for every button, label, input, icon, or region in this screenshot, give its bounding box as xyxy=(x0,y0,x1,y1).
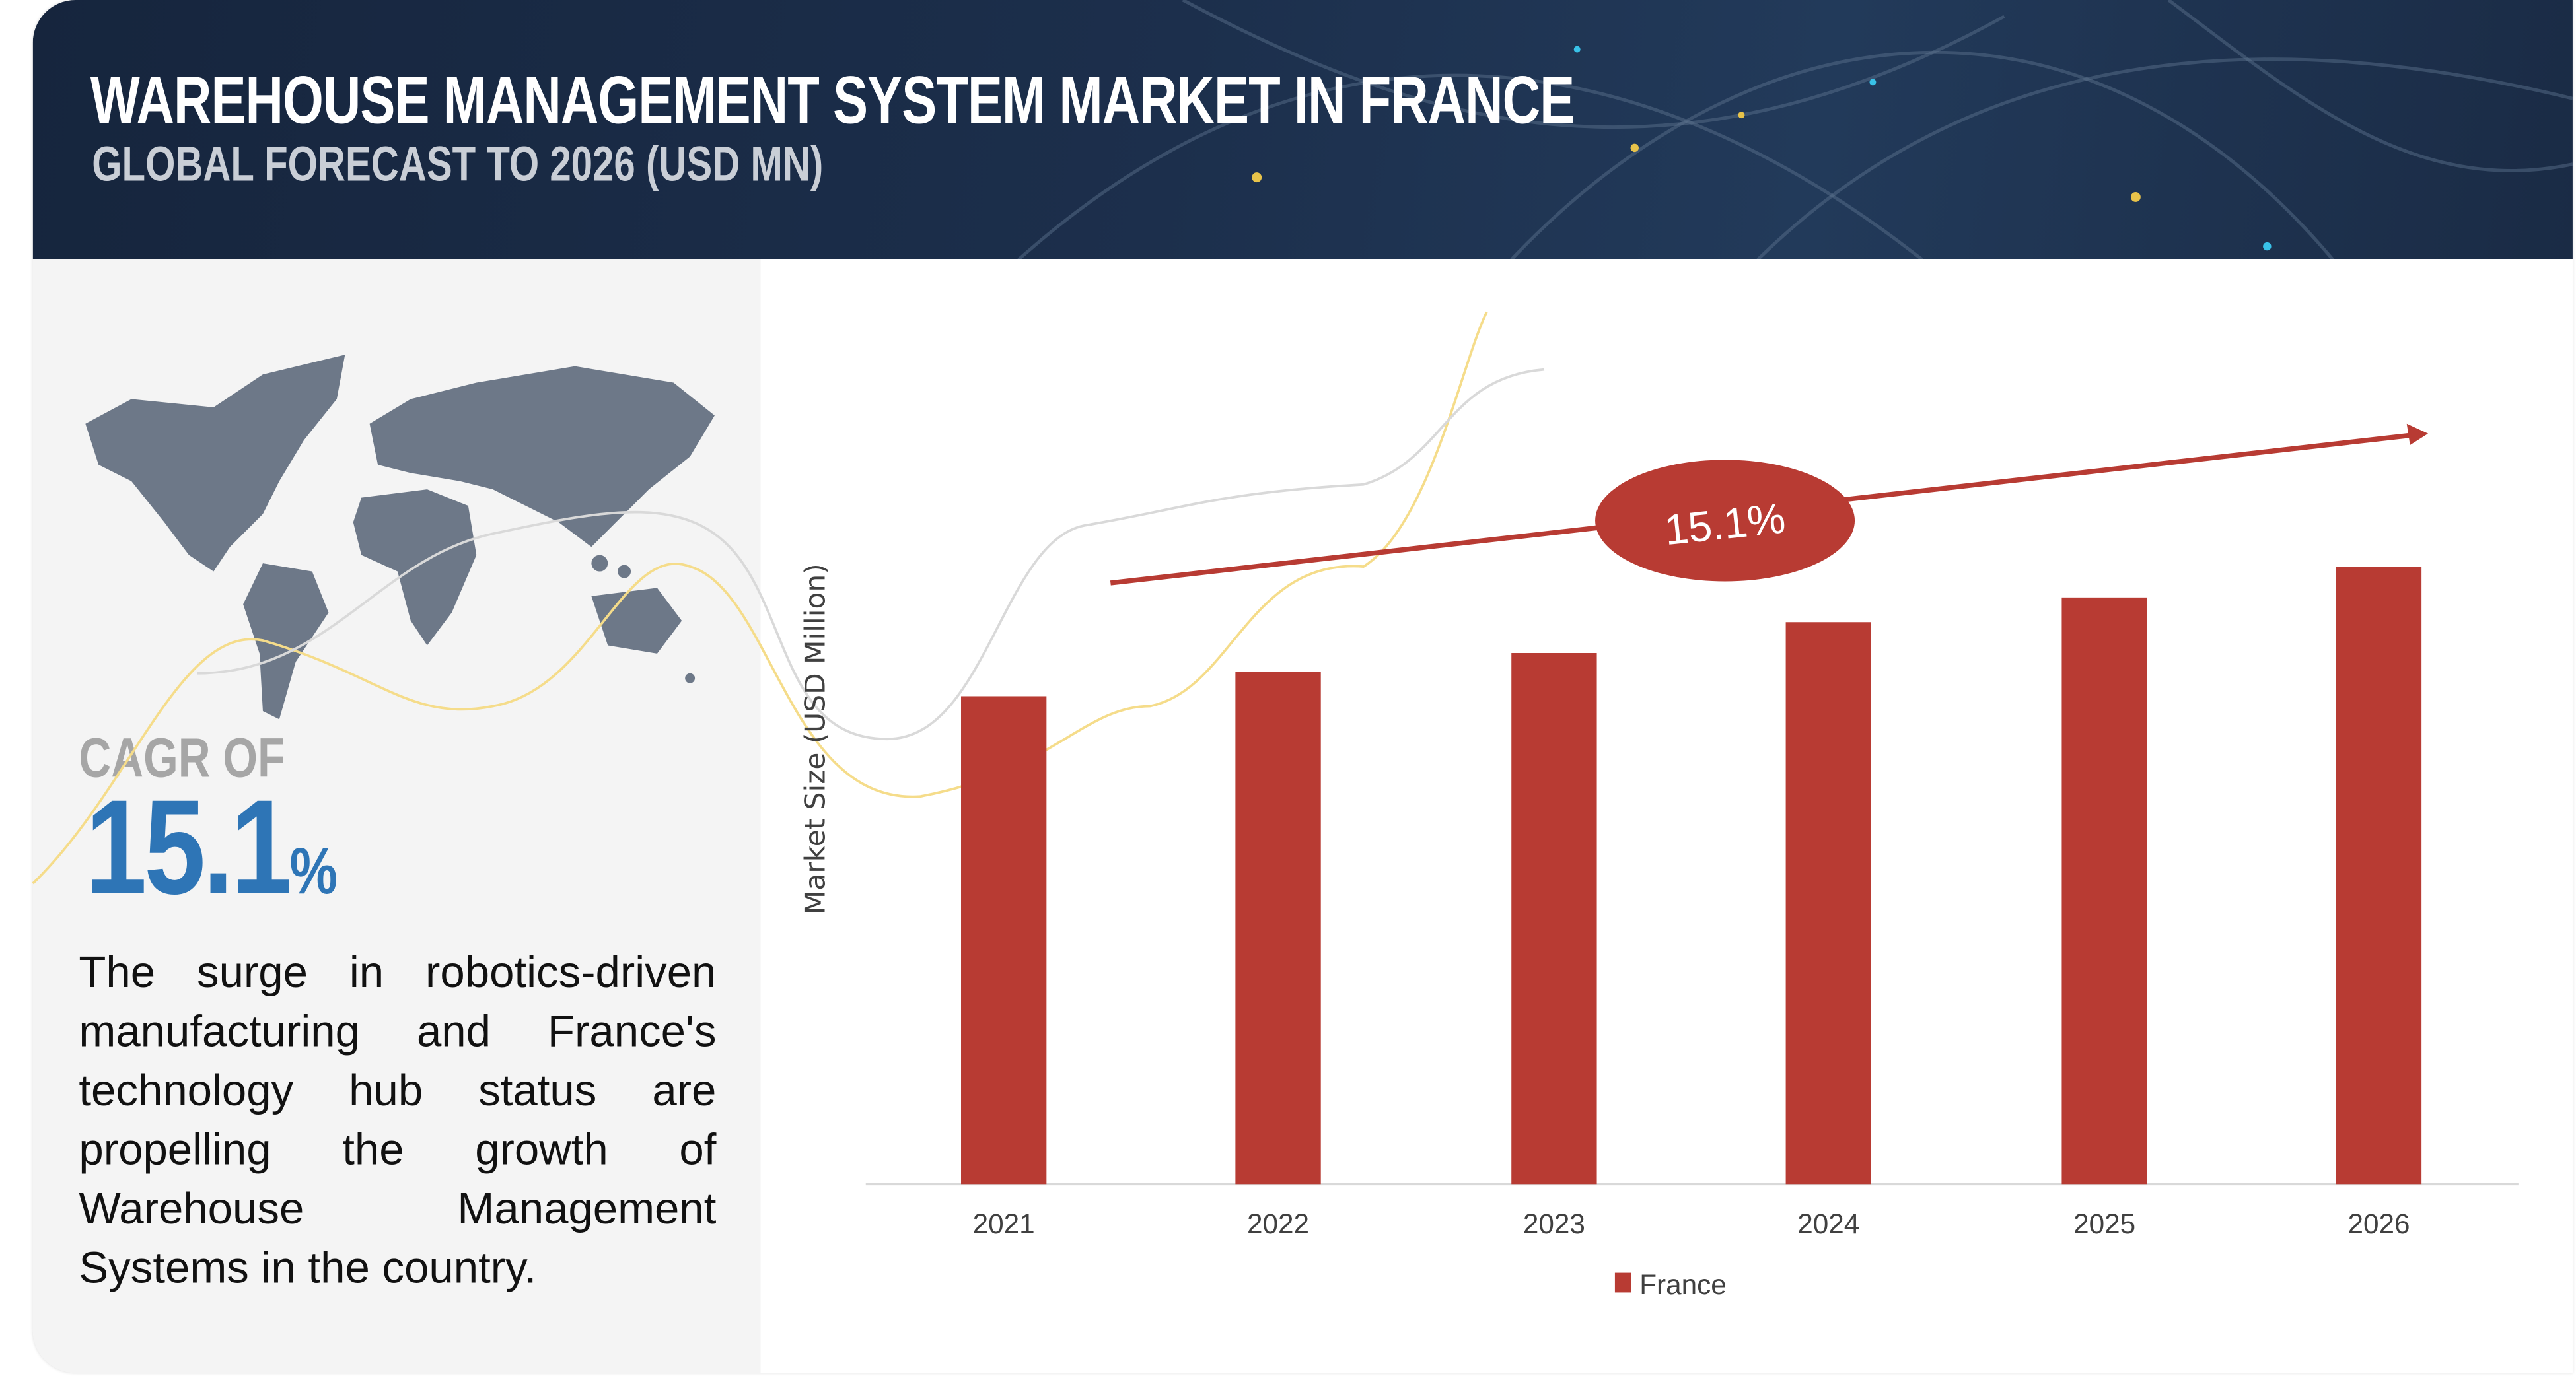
x-tick-label: 2023 xyxy=(1523,1208,1585,1239)
left-panel: CAGR OF 15.1% The surge in robotics-driv… xyxy=(32,259,761,1373)
world-map-icon xyxy=(85,355,715,720)
cagr-number: 15.1 xyxy=(85,773,292,923)
x-tick-label: 2024 xyxy=(1797,1208,1859,1239)
bar-2026 xyxy=(2336,567,2422,1185)
cagr-trend-arrow xyxy=(1110,423,2429,586)
bar-2023 xyxy=(1511,653,1597,1185)
bar-2022 xyxy=(1235,672,1321,1185)
description-text: The surge in robotics-driven manufacturi… xyxy=(79,947,717,1293)
infographic-card: WAREHOUSE MANAGEMENT SYSTEM MARKET IN FR… xyxy=(32,0,2573,1373)
page-subtitle: GLOBAL FORECAST TO 2026 (USD MN) xyxy=(92,137,824,193)
bar-2024 xyxy=(1785,622,1871,1185)
cagr-value: 15.1% xyxy=(85,772,338,926)
bar-2021 xyxy=(961,696,1047,1185)
y-axis-label: Market Size (USD Million) xyxy=(799,563,832,914)
x-tick-label: 2021 xyxy=(973,1208,1035,1239)
page-title: WAREHOUSE MANAGEMENT SYSTEM MARKET IN FR… xyxy=(90,62,1575,138)
x-tick-label: 2022 xyxy=(1247,1208,1309,1239)
header-background-lines xyxy=(1017,0,2573,259)
decorative-curves xyxy=(32,311,1545,885)
legend-label-france: France xyxy=(1639,1269,1727,1300)
cagr-label: CAGR OF xyxy=(79,727,285,790)
bar-2025 xyxy=(2061,597,2147,1185)
x-tick-label: 2025 xyxy=(2073,1208,2135,1239)
cagr-unit: % xyxy=(289,835,338,909)
x-tick-label: 2026 xyxy=(2347,1208,2410,1239)
header-banner: WAREHOUSE MANAGEMENT SYSTEM MARKET IN FR… xyxy=(32,0,2573,259)
legend-swatch-france xyxy=(1614,1272,1631,1293)
